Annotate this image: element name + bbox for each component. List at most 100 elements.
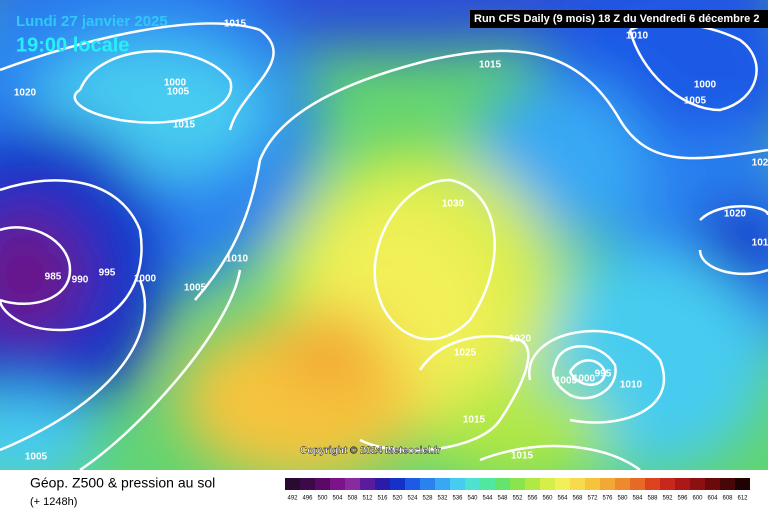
isobar-label: 985 <box>45 272 62 283</box>
legend-swatch <box>450 478 465 490</box>
run-info: Run CFS Daily (9 mois) 18 Z du Vendredi … <box>474 13 759 25</box>
isobar-label: 1010 <box>626 31 649 42</box>
legend-swatch <box>645 478 660 490</box>
isobar-label: 1010 <box>226 254 249 265</box>
legend-swatch <box>555 478 570 490</box>
legend-label: 580 <box>617 496 628 502</box>
legend-label: 568 <box>572 496 583 502</box>
legend-label: 604 <box>707 496 718 502</box>
legend-swatch <box>720 478 735 490</box>
isobar-label: 102 <box>752 158 768 169</box>
run-box <box>470 10 768 28</box>
legend-label: 560 <box>542 496 553 502</box>
legend-label: 516 <box>377 496 388 502</box>
legend-label: 524 <box>407 496 418 502</box>
date: Lundi 27 janvier 2025 <box>16 13 168 30</box>
isobar-label: 1000 <box>573 374 596 385</box>
legend-swatch <box>405 478 420 490</box>
isobar-labels: 1015101010201000100510151015100010051021… <box>14 19 768 463</box>
isobar-label: 1030 <box>442 199 465 210</box>
legend-swatch <box>675 478 690 490</box>
legend-label: 528 <box>422 496 433 502</box>
legend-swatch <box>690 478 705 490</box>
legend-label: 532 <box>437 496 448 502</box>
legend-label: 512 <box>362 496 373 502</box>
legend-label: 584 <box>632 496 643 502</box>
isobar-label: 995 <box>595 369 612 380</box>
legend-swatch <box>570 478 585 490</box>
legend-swatch <box>630 478 645 490</box>
legend-swatch <box>390 478 405 490</box>
legend-label: 592 <box>662 496 673 502</box>
legend-swatch <box>660 478 675 490</box>
legend-label: 608 <box>722 496 733 502</box>
isobar-label: 1020 <box>14 88 37 99</box>
legend-swatch <box>315 478 330 490</box>
legend-label: 552 <box>512 496 523 502</box>
legend-label: 500 <box>317 496 328 502</box>
footer-subtitle: (+ 1248h) <box>30 496 77 508</box>
isobar-label: 1005 <box>555 376 578 387</box>
legend-label: 576 <box>602 496 613 502</box>
legend-swatch <box>735 478 750 490</box>
isobar-label: 1005 <box>167 87 190 98</box>
legend-swatch <box>705 478 720 490</box>
isobar-label: 1015 <box>463 415 486 426</box>
legend-label: 596 <box>677 496 688 502</box>
legend-swatch <box>600 478 615 490</box>
legend-label: 504 <box>332 496 343 502</box>
isobar-label: 995 <box>99 268 116 279</box>
isobar-label: 1015 <box>479 60 502 71</box>
isobar-label: 1020 <box>509 334 532 345</box>
isobar-label: 990 <box>72 275 89 286</box>
isobar-label: 101 <box>752 238 768 249</box>
legend-label: 600 <box>692 496 703 502</box>
legend-swatch <box>495 478 510 490</box>
legend-swatch <box>540 478 555 490</box>
isobar-label: 1015 <box>511 451 534 462</box>
color-legend: 492 496 500 504 508 512 516 520 524 528 532 536 540 5… <box>285 478 750 502</box>
isobar-label: 1000 <box>164 78 187 89</box>
isobars <box>0 22 768 470</box>
isobar-label: 1015 <box>173 120 196 131</box>
legend-swatch <box>375 478 390 490</box>
legend-label: 556 <box>527 496 538 502</box>
legend-label: 508 <box>347 496 358 502</box>
isobar-label: 1005 <box>184 283 207 294</box>
legend-swatch <box>615 478 630 490</box>
isobar-label: 1005 <box>684 96 707 107</box>
legend-swatch <box>465 478 480 490</box>
legend-swatch <box>585 478 600 490</box>
isobar-label: 1015 <box>224 19 247 30</box>
isobar-label: 1020 <box>724 209 747 220</box>
legend-swatch <box>300 478 315 490</box>
field <box>0 0 768 470</box>
legend-label: 496 <box>302 496 313 502</box>
legend-label: 588 <box>647 496 658 502</box>
isobar-label: 1000 <box>134 274 157 285</box>
isobar-label: 1000 <box>694 80 717 91</box>
isobar-label: 1005 <box>25 452 48 463</box>
legend-swatch <box>285 478 300 490</box>
legend-swatch <box>435 478 450 490</box>
legend-label: 564 <box>557 496 568 502</box>
footer-panel <box>0 470 768 512</box>
legend-swatch <box>525 478 540 490</box>
legend-swatch <box>345 478 360 490</box>
local-time: 19:00 locale <box>16 34 129 56</box>
legend-label: 536 <box>452 496 463 502</box>
legend-swatch <box>510 478 525 490</box>
legend-swatch <box>420 478 435 490</box>
legend-swatch <box>360 478 375 490</box>
copyright: Copyright © 2024 Meteociel.fr <box>300 446 441 457</box>
isobar-label: 1025 <box>454 348 477 359</box>
footer-title: Géop. Z500 & pression au sol <box>30 475 215 491</box>
legend-label: 544 <box>482 496 493 502</box>
legend-label: 612 <box>737 496 748 502</box>
legend-label: 548 <box>497 496 508 502</box>
legend-swatch <box>480 478 495 490</box>
legend-label: 540 <box>467 496 478 502</box>
legend-label: 572 <box>587 496 598 502</box>
legend-label: 520 <box>392 496 403 502</box>
